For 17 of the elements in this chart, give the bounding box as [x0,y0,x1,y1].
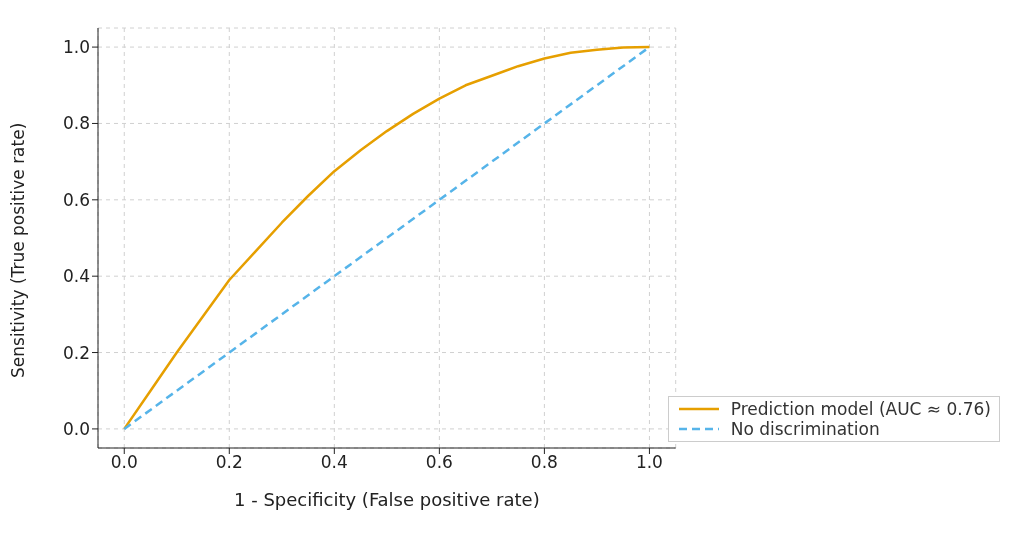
x-tick-label: 0.2 [215,452,243,473]
y-tick-label: 1.0 [62,37,90,58]
y-axis-title: Sensitivity (True positive rate) [8,122,29,378]
x-tick-label: 0.0 [110,452,138,473]
y-tick-label: 0.6 [62,189,90,210]
y-tick-label: 0.4 [62,266,90,287]
y-tick-label: 0.0 [62,418,90,439]
line-series [123,45,651,431]
legend-label: Prediction model (AUC ≈ 0.76) [730,399,991,419]
x-tick-label: 0.6 [425,452,453,473]
y-tick-label: 0.8 [62,113,90,134]
y-tick-label: 0.2 [62,342,90,363]
legend-label: No discrimination [730,419,880,439]
x-tick-label: 1.0 [635,452,663,473]
x-tick-label: 0.4 [320,452,348,473]
x-axis-title: 1 - Specificity (False positive rate) [233,489,540,510]
x-tick-label: 0.8 [530,452,558,473]
